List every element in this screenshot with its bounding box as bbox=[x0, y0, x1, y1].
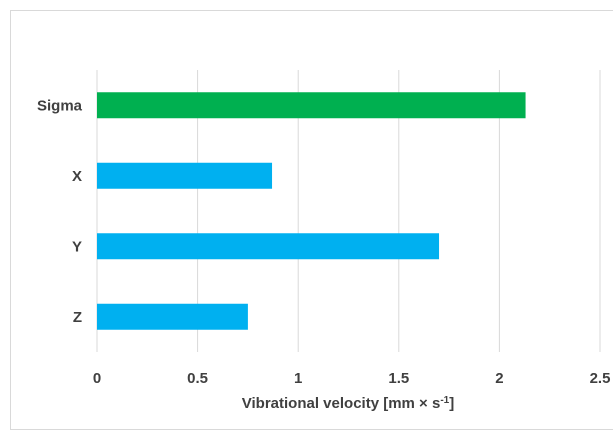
category-labels: Sigma X Y Z bbox=[37, 97, 83, 326]
category-label-z: Z bbox=[73, 309, 82, 326]
x-tick-label: 1 bbox=[294, 370, 302, 387]
bar-chart: Sigma X Y Z 0 0.5 1 1.5 2 2.5 Vibrational veloci… bbox=[37, 70, 611, 413]
bar-y bbox=[97, 233, 440, 260]
bar-sigma bbox=[97, 92, 526, 119]
category-label-sigma: Sigma bbox=[37, 97, 83, 114]
x-tick-label: 2.5 bbox=[590, 370, 611, 387]
x-tick-label: 0.5 bbox=[187, 370, 208, 387]
x-axis-title: Vibrational velocity [mm × s-1] bbox=[242, 395, 454, 413]
category-label-y: Y bbox=[72, 238, 82, 255]
chart-frame bbox=[10, 10, 613, 430]
x-tick-label: 1.5 bbox=[388, 370, 409, 387]
bar-x bbox=[97, 162, 273, 189]
bars bbox=[97, 92, 526, 330]
x-tick-label: 2 bbox=[495, 370, 503, 387]
category-label-x: X bbox=[72, 168, 82, 185]
x-tick-label: 0 bbox=[93, 370, 101, 387]
bar-z bbox=[97, 303, 248, 330]
x-tick-labels: 0 0.5 1 1.5 2 2.5 bbox=[93, 370, 611, 387]
